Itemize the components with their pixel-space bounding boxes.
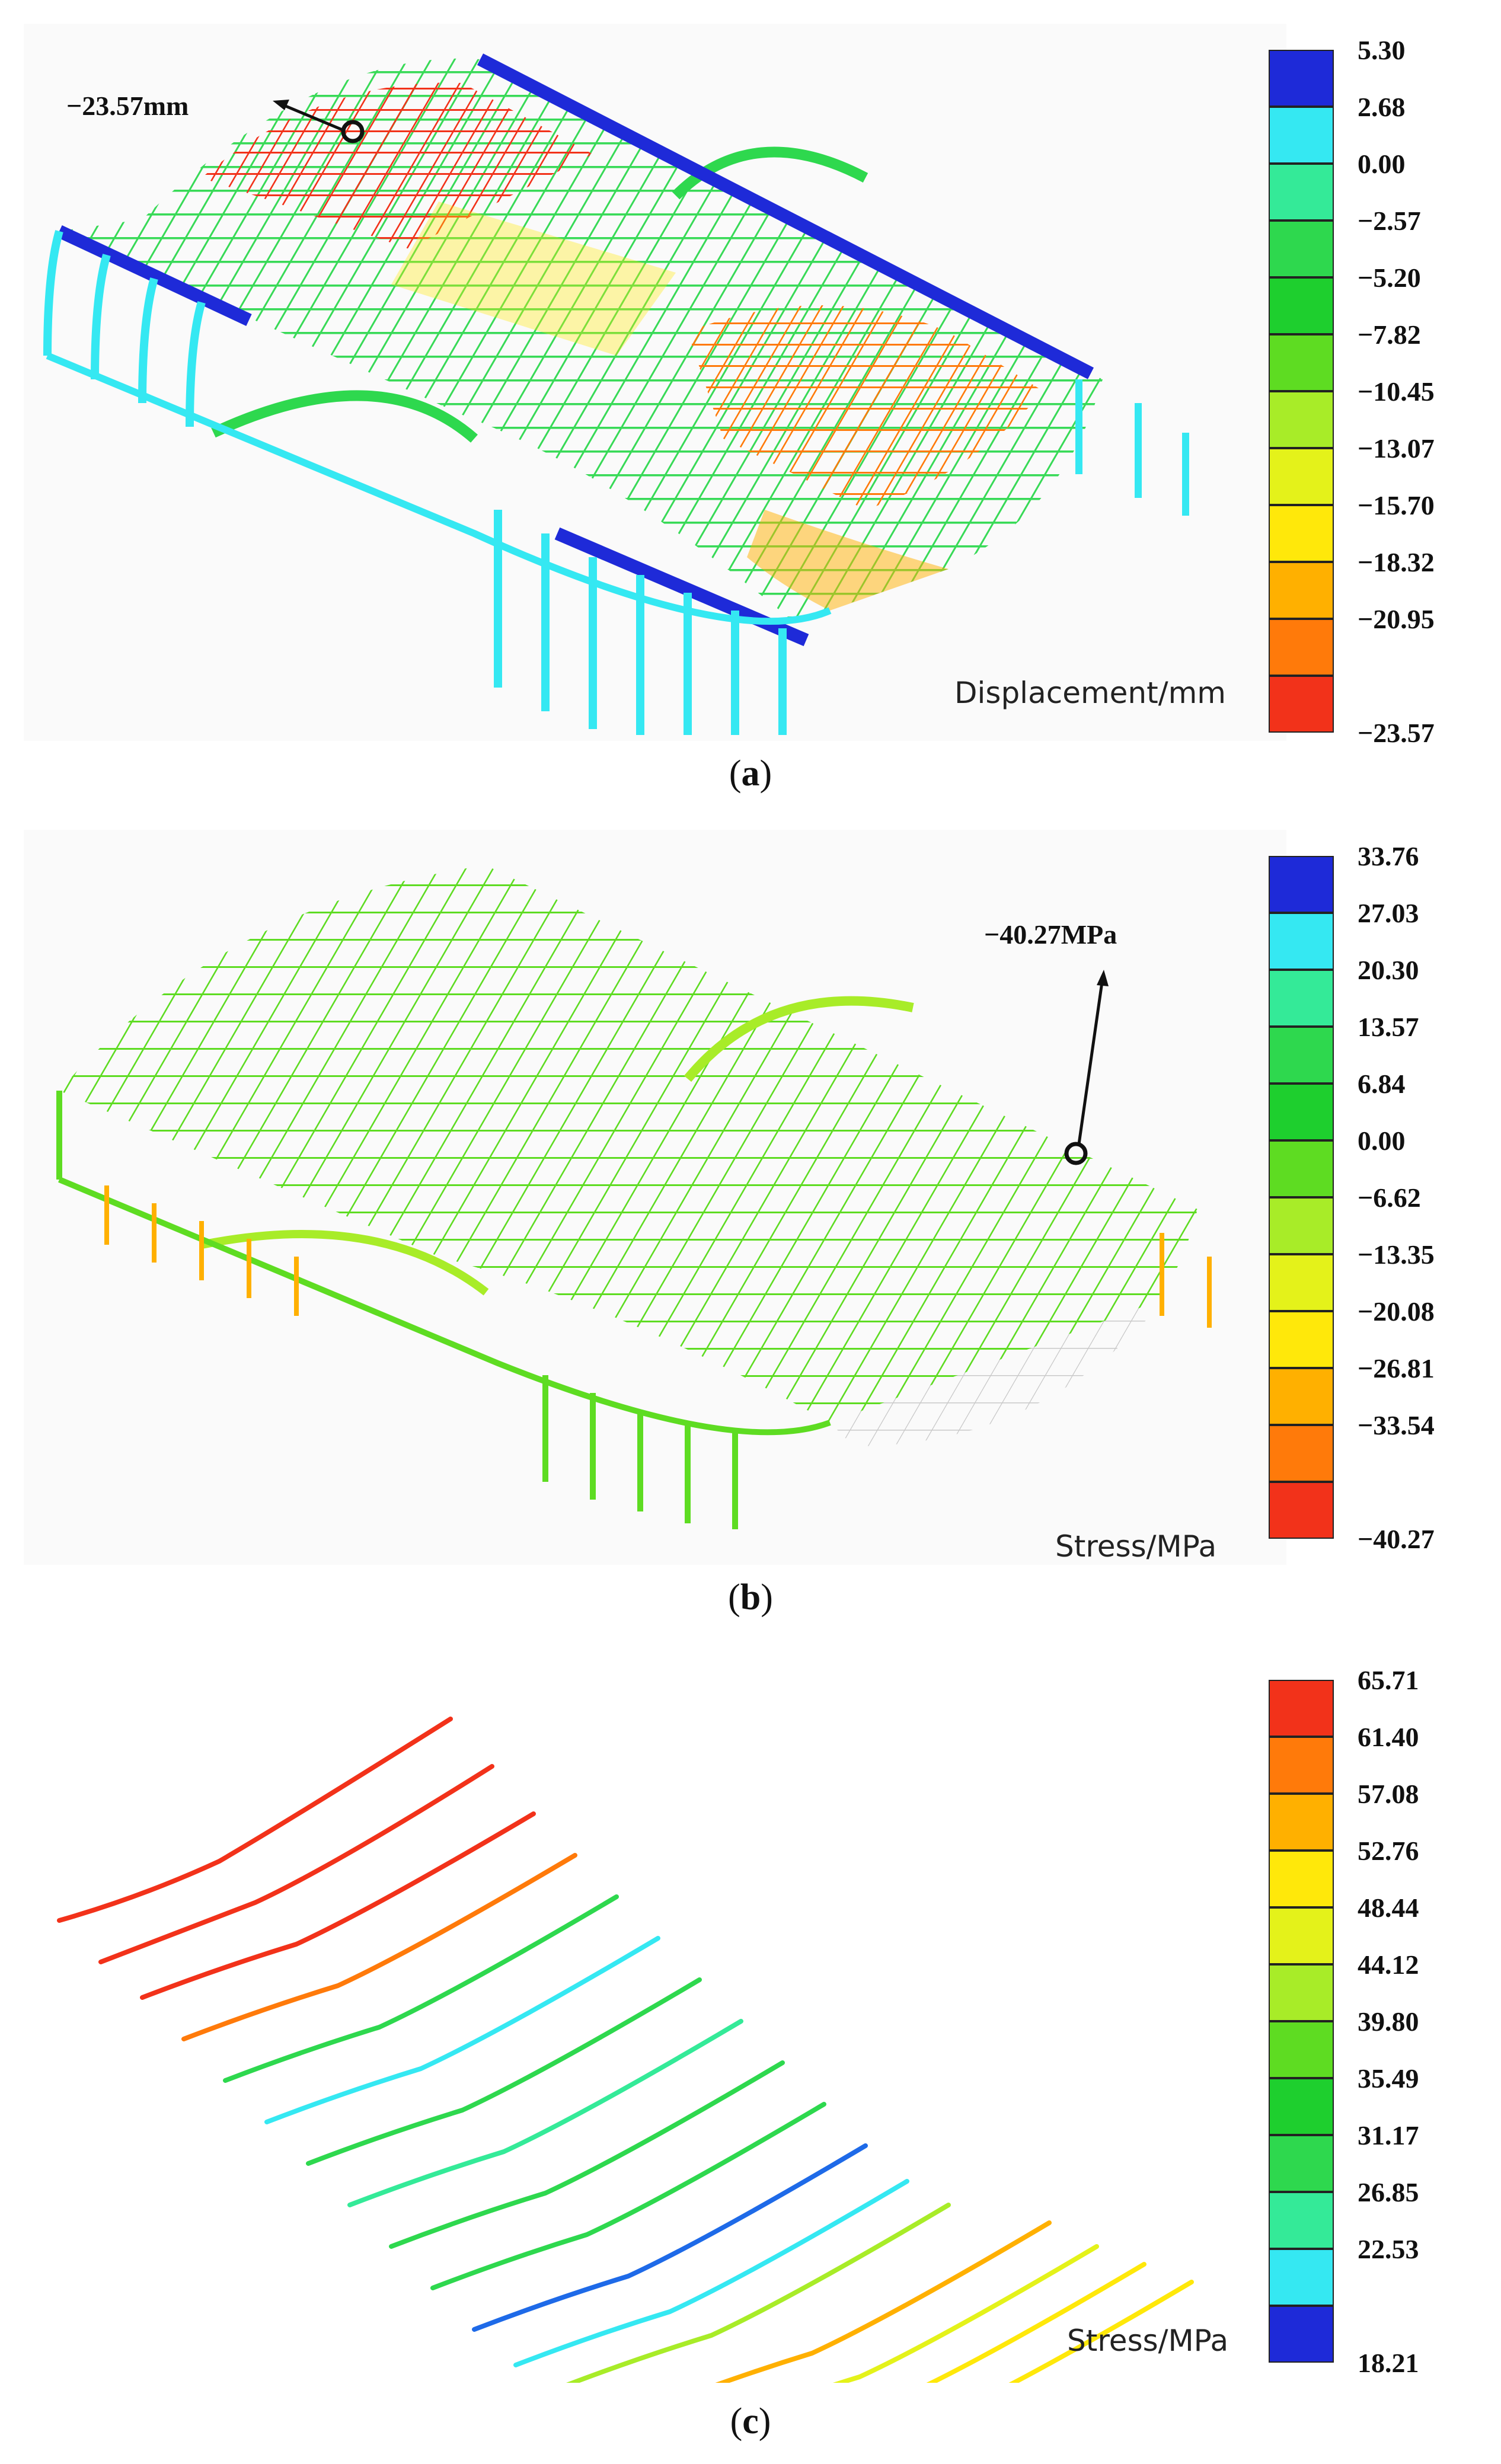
legend-swatch <box>1269 1964 1334 2021</box>
legend-tick-label: 31.17 <box>1358 2120 1419 2150</box>
stress-unit-label-c: Stress/MPa <box>1067 2324 1229 2358</box>
legend-swatch <box>1269 391 1334 448</box>
stress-structure-model <box>56 865 1212 1529</box>
cable-lines <box>57 1717 1194 2383</box>
legend-tick-label: −26.81 <box>1358 1353 1435 1383</box>
legend-swatch <box>1269 856 1334 913</box>
legend-swatch <box>1269 1794 1334 1851</box>
panel-c: 65.71 61.40 57.08 52.76 48.44 44.12 39.80 35.49… <box>0 1636 1501 2464</box>
cable-stress-figure: 65.71 61.40 57.08 52.76 48.44 44.12 39.80 35.49… <box>24 1654 1419 2383</box>
legend-tick-label: 0.00 <box>1358 149 1406 179</box>
legend-swatch <box>1269 619 1334 676</box>
legend-swatch <box>1269 1368 1334 1425</box>
caption-b-letter: b <box>740 1577 761 1618</box>
legend-swatch <box>1269 2135 1334 2192</box>
max-displacement-callout: −23.57mm <box>66 91 189 121</box>
legend-tick-label: 61.40 <box>1358 1722 1419 1752</box>
legend-swatch <box>1269 1425 1334 1482</box>
legend-swatch <box>1269 1907 1334 1964</box>
legend-tick-label: −7.82 <box>1358 319 1421 350</box>
legend-swatch <box>1269 334 1334 391</box>
legend-swatch <box>1269 1084 1334 1140</box>
legend-swatch <box>1269 448 1334 505</box>
stress-color-legend-c: 65.71 61.40 57.08 52.76 48.44 44.12 39.80 35.49… <box>1269 1665 1501 2377</box>
legend-tick-label: 6.84 <box>1358 1069 1406 1099</box>
legend-tick-label: −13.07 <box>1358 433 1435 464</box>
legend-swatch <box>1269 220 1334 277</box>
legend-tick-label: 27.03 <box>1358 898 1419 928</box>
legend-tick-label: 13.57 <box>1358 1012 1419 1042</box>
displacement-structure-model <box>43 53 1189 735</box>
legend-swatch <box>1269 277 1334 334</box>
legend-swatch <box>1269 164 1334 220</box>
legend-tick-label: −40.27 <box>1358 1524 1435 1554</box>
legend-swatch <box>1269 2078 1334 2135</box>
legend-tick-label: −13.35 <box>1358 1239 1435 1270</box>
legend-swatch <box>1269 676 1334 733</box>
displacement-unit-label: Displacement/mm <box>954 676 1226 710</box>
legend-tick-label: 20.30 <box>1358 955 1419 985</box>
legend-tick-label: −2.57 <box>1358 206 1421 236</box>
legend-tick-label: 52.76 <box>1358 1836 1419 1866</box>
caption-a: (a) <box>729 753 772 794</box>
legend-swatch <box>1269 970 1334 1027</box>
displacement-color-legend: 5.30 2.68 0.00 −2.57 −5.20 −7.82 −10.45 −13.07 −… <box>1269 35 1501 747</box>
legend-tick-label: 35.49 <box>1358 2063 1419 2094</box>
panel-a: −23.57mm 5.30 2.68 0.00 −2.57 −5.20 −7.82 −10.… <box>0 0 1501 818</box>
legend-swatch <box>1269 913 1334 970</box>
legend-tick-label: −20.08 <box>1358 1296 1435 1327</box>
legend-tick-label: −18.32 <box>1358 547 1435 577</box>
legend-tick-label: 33.76 <box>1358 841 1419 871</box>
legend-swatch <box>1269 2306 1334 2363</box>
displacement-figure: −23.57mm 5.30 2.68 0.00 −2.57 −5.20 −7.82 −10.… <box>24 24 1435 747</box>
legend-swatch <box>1269 1311 1334 1368</box>
max-stress-callout: −40.27MPa <box>984 919 1117 950</box>
panel-b: −40.27MPa 33.76 27.03 20.30 13.57 6.84 0.00 −6… <box>0 818 1501 1636</box>
cable-stress-lines <box>57 1717 1194 2383</box>
caption-c: (c) <box>730 2401 771 2441</box>
legend-tick-label: −5.20 <box>1358 263 1421 293</box>
legend-swatch <box>1269 1482 1334 1539</box>
legend-swatch <box>1269 1737 1334 1794</box>
legend-tick-label: −15.70 <box>1358 490 1435 520</box>
legend-swatch <box>1269 1140 1334 1197</box>
legend-swatch <box>1269 2192 1334 2249</box>
legend-swatch <box>1269 562 1334 619</box>
legend-tick-label: 39.80 <box>1358 2006 1419 2037</box>
legend-tick-label: 2.68 <box>1358 92 1406 122</box>
legend-swatch <box>1269 2021 1334 2078</box>
legend-tick-label: 0.00 <box>1358 1126 1406 1156</box>
legend-swatch <box>1269 1027 1334 1084</box>
stress-figure-b: −40.27MPa 33.76 27.03 20.30 13.57 6.84 0.00 −6… <box>24 830 1435 1565</box>
caption-b: (b) <box>728 1577 773 1618</box>
legend-swatch <box>1269 107 1334 164</box>
legend-tick-label: −6.62 <box>1358 1183 1421 1213</box>
legend-swatch <box>1269 1851 1334 1907</box>
stress-unit-label-b: Stress/MPa <box>1055 1529 1217 1564</box>
legend-tick-label: −23.57 <box>1358 718 1435 748</box>
legend-tick-label: 5.30 <box>1358 35 1406 65</box>
legend-tick-label: 26.85 <box>1358 2177 1419 2207</box>
legend-tick-label: 18.21 <box>1358 2348 1419 2378</box>
legend-tick-label: 48.44 <box>1358 1893 1419 1923</box>
caption-c-letter: c <box>742 2401 759 2441</box>
legend-swatch <box>1269 1197 1334 1254</box>
legend-tick-label: 57.08 <box>1358 1779 1419 1809</box>
legend-tick-label: −10.45 <box>1358 376 1435 407</box>
legend-tick-label: 65.71 <box>1358 1665 1419 1695</box>
caption-a-letter: a <box>741 753 760 794</box>
legend-swatch <box>1269 505 1334 562</box>
legend-tick-label: 44.12 <box>1358 1950 1419 1980</box>
legend-swatch <box>1269 1680 1334 1737</box>
legend-swatch <box>1269 2249 1334 2306</box>
stress-color-legend-b: 33.76 27.03 20.30 13.57 6.84 0.00 −6.62 −13.35 −… <box>1269 841 1501 1553</box>
legend-tick-label: 22.53 <box>1358 2234 1419 2264</box>
legend-tick-label: −20.95 <box>1358 604 1435 634</box>
legend-swatch <box>1269 1254 1334 1311</box>
legend-swatch <box>1269 50 1334 107</box>
legend-tick-label: −33.54 <box>1358 1410 1435 1440</box>
